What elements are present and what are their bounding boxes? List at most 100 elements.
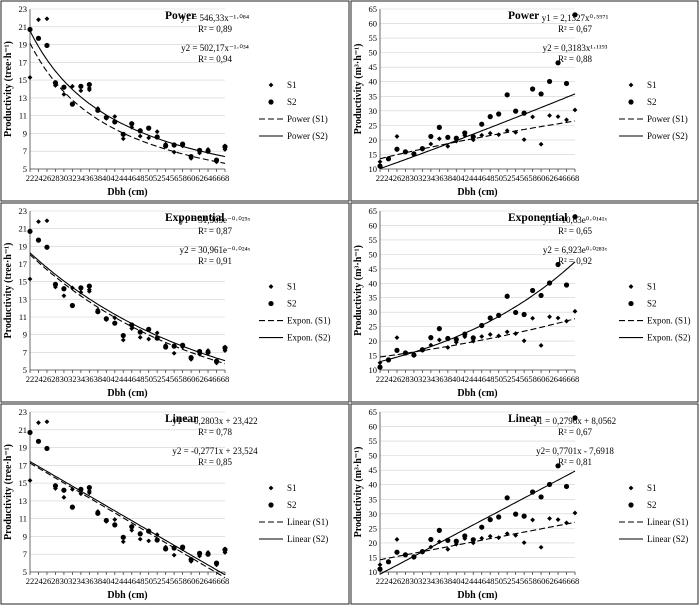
data-point xyxy=(428,141,434,147)
data-point xyxy=(52,483,59,489)
x-tick-label: 36 xyxy=(85,173,94,183)
fit-line xyxy=(379,93,576,170)
x-tick-label: 22 xyxy=(376,576,385,586)
legend-marker xyxy=(268,284,274,289)
x-axis-label: Dbh (cm) xyxy=(107,590,147,601)
data-point xyxy=(95,107,101,113)
data-point xyxy=(479,121,485,127)
data-point xyxy=(112,315,118,321)
data-point xyxy=(188,355,194,361)
y-tick-label: 10 xyxy=(369,567,378,577)
x-tick-label: 54 xyxy=(511,576,520,586)
y-tick-label: 13 xyxy=(19,294,28,304)
legend-marker xyxy=(628,284,634,289)
data-point xyxy=(35,35,42,41)
legend-label: Expon. (S2) xyxy=(287,333,331,343)
legend-label: S2 xyxy=(647,97,657,107)
data-point xyxy=(137,334,143,340)
r-squared-text: R² = 0,65 xyxy=(558,226,593,236)
x-tick-label: 34 xyxy=(77,173,86,183)
data-point xyxy=(377,163,383,169)
x-tick-label: 54 xyxy=(161,576,170,586)
data-point xyxy=(78,83,84,89)
data-point xyxy=(154,129,160,135)
data-point xyxy=(86,283,92,289)
x-tick-label: 52 xyxy=(153,576,162,586)
r-squared-text: R² = 0,78 xyxy=(198,427,233,437)
data-point xyxy=(213,560,220,566)
x-tick-label: 34 xyxy=(77,374,86,384)
x-tick-label: 50 xyxy=(494,576,503,586)
data-point xyxy=(555,463,561,469)
data-point xyxy=(35,438,42,444)
data-point xyxy=(402,552,409,558)
data-point xyxy=(564,520,569,526)
data-point xyxy=(36,219,41,224)
data-point xyxy=(69,83,75,89)
chart-title: Power xyxy=(508,10,539,22)
data-point xyxy=(377,360,383,366)
x-tick-label: 28 xyxy=(51,374,60,384)
data-point xyxy=(44,42,50,49)
legend-marker xyxy=(268,485,274,491)
data-point xyxy=(86,484,92,491)
fit-line xyxy=(379,470,576,575)
data-point xyxy=(385,357,392,363)
data-point xyxy=(78,289,84,295)
chart-title: Linear xyxy=(508,413,541,425)
data-point xyxy=(479,132,485,138)
r-squared-text: R² = 0,87 xyxy=(198,226,233,236)
data-point xyxy=(53,284,58,290)
equation-text: y2 = 30,961e⁻⁰·⁰²⁴ˣ xyxy=(180,245,251,255)
x-tick-label: 24 xyxy=(34,576,43,586)
data-point xyxy=(530,315,536,321)
x-tick-label: 40 xyxy=(102,374,111,384)
data-point xyxy=(479,334,485,339)
fit-line xyxy=(29,461,226,576)
data-point xyxy=(44,16,50,22)
data-point xyxy=(546,78,553,85)
legend-label: Linear (S1) xyxy=(647,517,688,527)
panel-border xyxy=(0,403,350,605)
y-axis-label: Productivity (tree·h⁻¹) xyxy=(3,243,14,339)
x-tick-label: 36 xyxy=(85,576,94,586)
x-tick-label: 44 xyxy=(469,374,478,384)
y-tick-label: 15 xyxy=(19,277,28,287)
y-tick-label: 9 xyxy=(23,330,27,340)
equation-text: y2= 0,7701x - 7,6918 xyxy=(536,446,614,456)
data-point xyxy=(137,329,143,335)
data-point xyxy=(61,91,67,97)
fit-line xyxy=(29,42,226,164)
data-point xyxy=(154,537,160,543)
x-tick-label: 40 xyxy=(452,173,461,183)
data-point xyxy=(504,293,510,299)
data-point xyxy=(52,80,59,86)
y-tick-label: 35 xyxy=(369,91,378,101)
x-tick-label: 24 xyxy=(34,374,43,384)
data-point xyxy=(61,286,67,292)
data-point xyxy=(180,544,186,550)
y-tick-label: 19 xyxy=(19,443,28,453)
data-point xyxy=(419,549,425,555)
y-tick-label: 5 xyxy=(23,164,27,174)
y-tick-label: 15 xyxy=(19,75,28,85)
data-point xyxy=(487,517,493,523)
data-point xyxy=(171,545,177,551)
x-axis-label: Dbh (cm) xyxy=(107,388,147,399)
data-point xyxy=(61,84,67,90)
data-point xyxy=(504,531,510,536)
legend-marker xyxy=(268,99,274,105)
data-point xyxy=(44,244,50,250)
legend-marker xyxy=(628,99,634,105)
y-tick-label: 30 xyxy=(369,106,378,116)
data-point xyxy=(27,75,33,80)
y-tick-label: 45 xyxy=(369,62,378,72)
x-tick-label: 28 xyxy=(51,173,60,183)
x-tick-label: 40 xyxy=(452,576,461,586)
r-squared-text: R² = 0,81 xyxy=(558,457,592,467)
data-point xyxy=(222,345,228,351)
y-tick-label: 40 xyxy=(369,77,378,87)
x-tick-label: 42 xyxy=(461,374,470,384)
r-squared-text: R² = 0,91 xyxy=(198,256,232,266)
x-tick-label: 46 xyxy=(127,576,136,586)
